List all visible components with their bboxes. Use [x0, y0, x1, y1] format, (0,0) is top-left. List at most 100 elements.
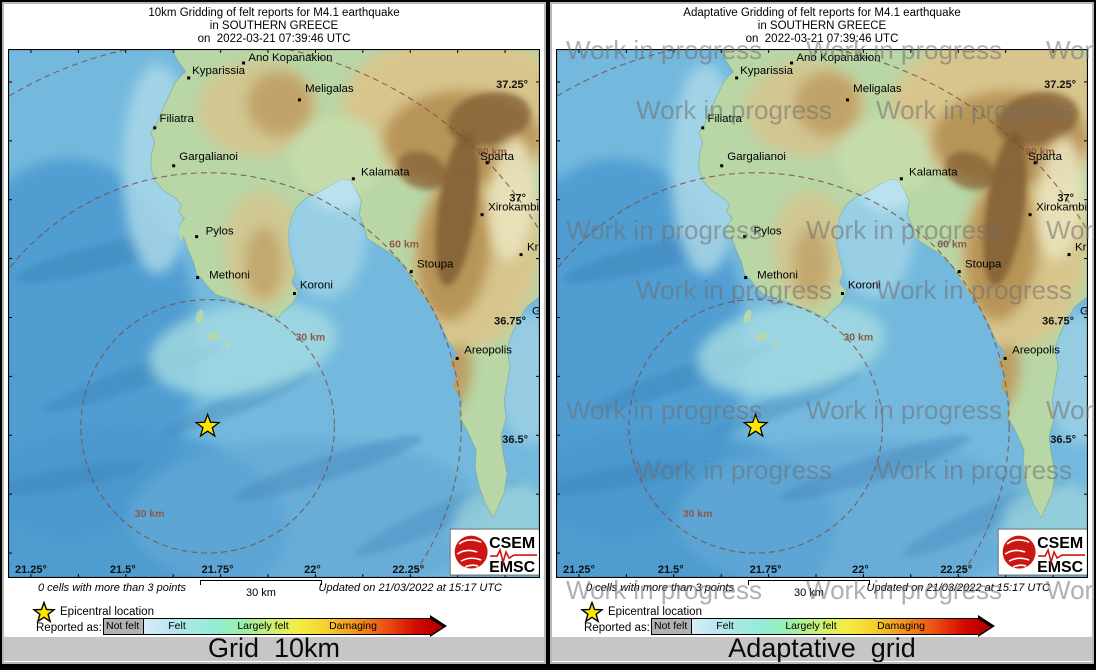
city-label: Areopolis [464, 344, 512, 356]
city-dot-icon [187, 76, 191, 80]
city-label: Krokees [1075, 242, 1088, 254]
city-dot-icon [701, 126, 705, 130]
city-dot-icon [480, 213, 484, 217]
city-label: Pylos [754, 226, 782, 238]
colorbar-notfelt-segment: Not felt [651, 618, 692, 635]
seismogram-icon [490, 547, 538, 566]
longitude-label: 21.5° [658, 564, 684, 576]
colorbar-label-felt: Felt [716, 620, 734, 632]
ring-distance-label: 60 km [389, 240, 419, 251]
city-dot-icon [1028, 213, 1032, 217]
longitude-label: 22° [304, 564, 321, 576]
ring-distance-label: 30 km [295, 332, 325, 343]
city-label: Methoni [209, 270, 250, 282]
ring-distance-label: 30 km [135, 509, 165, 520]
city-dot-icon [196, 276, 200, 280]
map-title-line3: on 2022-03-21 07:39:46 UTC [197, 33, 351, 45]
city-dot-icon [519, 253, 523, 257]
city-label: Koroni [848, 280, 881, 292]
map-title-line1: 10km Gridding of felt reports for M4.1 e… [148, 7, 400, 19]
cells-note: 0 cells with more than 3 points [586, 582, 734, 594]
panel-grid-10km: 10km Gridding of felt reports for M4.1 e… [2, 2, 546, 664]
scale-bar-label: 30 km [794, 587, 824, 599]
longitude-label: 21.5° [110, 564, 136, 576]
reported-as-label: Reported as: [584, 622, 650, 634]
intensity-colorbar: Not felt Felt Largely felt Damaging [651, 615, 995, 637]
city-dot-icon [744, 276, 748, 280]
longitude-label: 21.75° [750, 564, 782, 576]
epicenter-legend-label: Epicentral location [60, 606, 154, 618]
city-label: Filiatra [159, 113, 194, 125]
longitude-label: 22.25° [940, 564, 972, 576]
colorbar-label-largely-felt: Largely felt [237, 620, 289, 632]
map-title-line3: on 2022-03-21 07:39:46 UTC [745, 33, 899, 45]
city-label: Meligalas [305, 83, 354, 95]
longitude-label: 21.25° [15, 564, 47, 576]
city-dot-icon [297, 98, 301, 102]
city-dot-icon [840, 292, 844, 296]
reported-as-label: Reported as: [36, 622, 102, 634]
city-label: Kalamata [361, 167, 410, 179]
map-title-line1: Adaptative Gridding of felt reports for … [683, 7, 961, 19]
colorbar-label-damaging: Damaging [877, 620, 925, 632]
distance-rings: 30 km 30 km 60 km 90 km [556, 49, 1088, 578]
epicenter-star-icon [194, 412, 221, 438]
city-label: Kyparissia [740, 65, 794, 77]
city-dot-icon [153, 126, 157, 130]
panel-caption: Grid 10km [4, 635, 544, 662]
longitude-label: 21.25° [563, 564, 595, 576]
city-label: Ano Kopanakion [796, 52, 880, 64]
updated-timestamp: Updated on 21/03/2022 at 15:17 UTC [318, 582, 502, 594]
latitude-label: 37° [1057, 193, 1074, 205]
city-label: Krokees [527, 242, 540, 254]
epicenter-star-icon [580, 601, 604, 624]
epicenter-star-icon [32, 601, 56, 624]
city-label: Koroni [300, 280, 333, 292]
city-dot-icon [1003, 356, 1007, 360]
updated-timestamp: Updated on 21/03/2022 at 15:17 UTC [866, 582, 1050, 594]
city-dot-icon [351, 177, 355, 181]
epicenter-legend-label: Epicentral location [608, 606, 702, 618]
panel-adaptative-grid: Adaptative Gridding of felt reports for … [550, 2, 1094, 664]
city-label: Meligalas [853, 83, 902, 95]
city-dot-icon [455, 356, 459, 360]
city-label: Xirokambi [1036, 202, 1087, 214]
scale-bar-label: 30 km [246, 587, 276, 599]
city-dot-icon [172, 164, 176, 168]
ring-distance-label: 30 km [843, 332, 873, 343]
svg-text:CSEM: CSEM [489, 535, 535, 552]
city-label: Ano Kopanakion [248, 52, 332, 64]
map-title-line2: in SOUTHERN GREECE [209, 20, 339, 32]
colorbar-gradient: Felt Largely felt Damaging [144, 618, 430, 635]
longitude-label: 21.75° [202, 564, 234, 576]
latitude-label: 37.25° [496, 79, 528, 91]
longitude-label: 22.25° [392, 564, 424, 576]
city-label: Pylos [206, 226, 234, 238]
city-label: Gargalianoi [727, 151, 786, 163]
scale-bar [748, 580, 870, 585]
latitude-label: 37° [509, 193, 526, 205]
panel-caption: Adaptative grid [552, 635, 1092, 662]
svg-text:CSEM: CSEM [1037, 535, 1083, 552]
ring-distance-label: 90 km [477, 147, 507, 158]
city-label: Xirokambi [488, 202, 539, 214]
city-dot-icon [1067, 253, 1071, 257]
city-label: Stoupa [417, 259, 454, 271]
ring-distance-label: 30 km [683, 509, 713, 520]
city-dot-icon [242, 61, 246, 65]
city-dot-icon [195, 235, 199, 239]
city-dot-icon [292, 292, 296, 296]
city-label: Gargalianoi [179, 151, 238, 163]
svg-text:EMSC: EMSC [1037, 559, 1084, 576]
intensity-colorbar: Not felt Felt Largely felt Damaging [103, 615, 447, 637]
epicenter-star-icon [742, 412, 769, 438]
cells-note: 0 cells with more than 3 points [38, 582, 186, 594]
city-label: Filiatra [707, 113, 742, 125]
map-title-line2: in SOUTHERN GREECE [757, 20, 887, 32]
longitude-label: 22° [852, 564, 869, 576]
city-label: Gythio [532, 305, 540, 317]
colorbar-arrow-fill [978, 618, 991, 635]
csem-emsc-logo: CSEM EMSC [997, 528, 1088, 576]
csem-emsc-logo: CSEM EMSC [449, 528, 540, 576]
